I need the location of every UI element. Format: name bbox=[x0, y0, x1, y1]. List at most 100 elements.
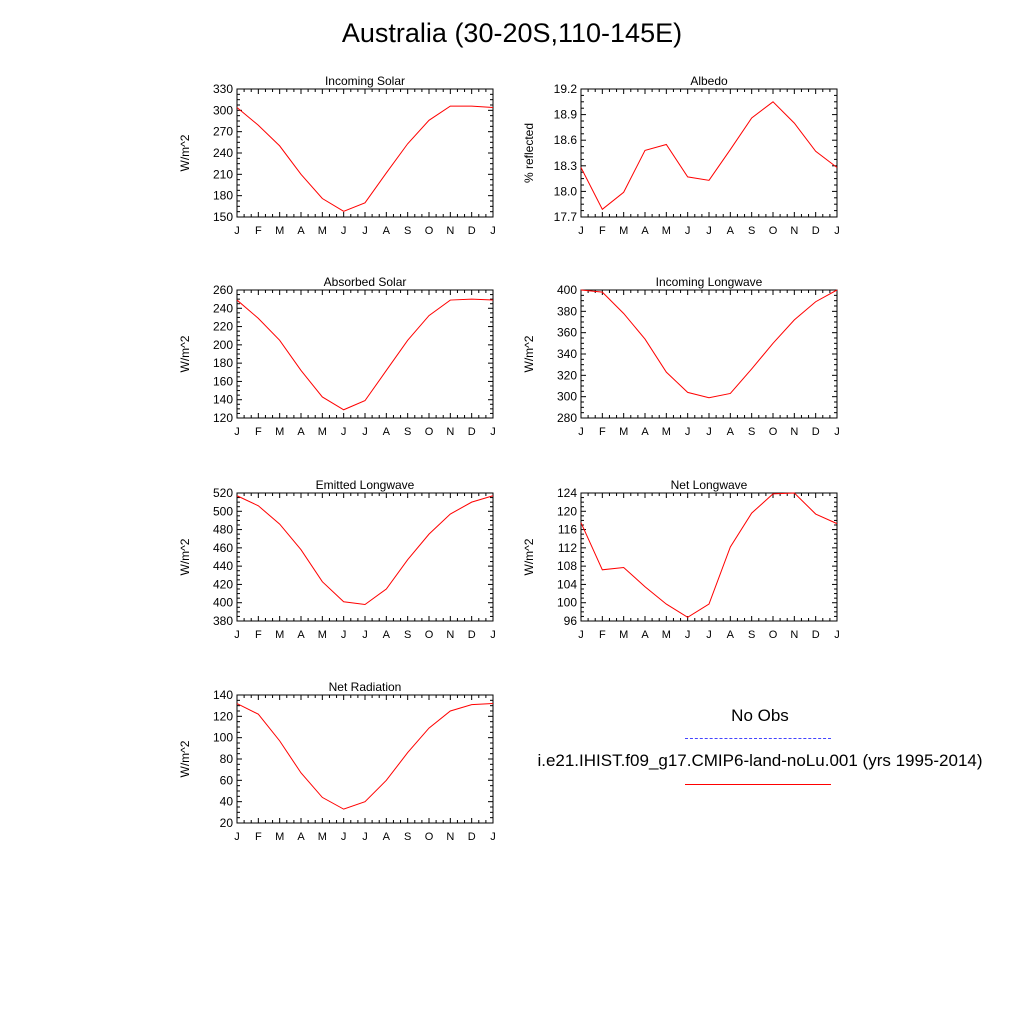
x-tick-label: A bbox=[727, 225, 735, 237]
y-tick-label: 420 bbox=[213, 577, 233, 591]
y-axis-label: W/m^2 bbox=[178, 740, 192, 777]
legend: No Obs i.e21.IHIST.f09_g17.CMIP6-land-no… bbox=[510, 700, 1010, 810]
x-tick-label: A bbox=[297, 426, 305, 438]
y-tick-label: 180 bbox=[213, 356, 233, 370]
y-tick-label: 240 bbox=[213, 146, 233, 160]
x-tick-label: S bbox=[404, 831, 411, 843]
y-tick-label: 340 bbox=[557, 347, 577, 361]
y-tick-label: 220 bbox=[213, 320, 233, 334]
y-tick-label: 80 bbox=[220, 752, 234, 766]
y-tick-label: 320 bbox=[557, 368, 577, 382]
x-tick-label: J bbox=[341, 831, 347, 843]
x-tick-label: J bbox=[685, 629, 691, 641]
x-tick-label: A bbox=[297, 629, 305, 641]
x-tick-label: N bbox=[446, 225, 454, 237]
x-tick-label: M bbox=[619, 225, 628, 237]
y-axis-label: % reflected bbox=[522, 123, 536, 183]
y-tick-label: 180 bbox=[213, 189, 233, 203]
y-tick-label: 460 bbox=[213, 541, 233, 555]
x-tick-label: J bbox=[706, 426, 712, 438]
y-tick-label: 380 bbox=[557, 304, 577, 318]
chart-title: Emitted Longwave bbox=[316, 478, 415, 492]
series-line bbox=[236, 298, 494, 411]
y-tick-label: 60 bbox=[220, 773, 234, 787]
x-tick-label: D bbox=[468, 225, 476, 237]
y-tick-label: 260 bbox=[213, 283, 233, 297]
x-tick-label: J bbox=[362, 426, 368, 438]
y-tick-label: 112 bbox=[558, 541, 577, 555]
x-tick-label: F bbox=[599, 629, 606, 641]
y-axis-label: W/m^2 bbox=[522, 538, 536, 575]
legend-label-obs: No Obs bbox=[731, 706, 789, 725]
x-tick-label: O bbox=[769, 629, 778, 641]
x-tick-label: O bbox=[425, 831, 434, 843]
x-tick-label: J bbox=[362, 225, 368, 237]
x-tick-label: J bbox=[341, 629, 347, 641]
y-tick-label: 500 bbox=[213, 504, 233, 518]
chart-title: Albedo bbox=[690, 74, 728, 88]
y-tick-label: 240 bbox=[213, 301, 233, 315]
x-tick-label: N bbox=[446, 831, 454, 843]
y-tick-label: 120 bbox=[557, 504, 577, 518]
y-tick-label: 520 bbox=[213, 486, 233, 500]
x-tick-label: J bbox=[234, 629, 240, 641]
x-tick-label: J bbox=[234, 426, 240, 438]
y-tick-label: 480 bbox=[213, 523, 233, 537]
series-line bbox=[236, 105, 494, 212]
x-tick-label: A bbox=[641, 426, 649, 438]
x-tick-label: A bbox=[383, 225, 391, 237]
y-axis-label: W/m^2 bbox=[522, 335, 536, 372]
x-tick-label: N bbox=[446, 629, 454, 641]
chart-title: Net Longwave bbox=[671, 478, 748, 492]
y-tick-label: 440 bbox=[213, 559, 233, 573]
chart-title: Net Radiation bbox=[329, 680, 402, 694]
x-tick-label: J bbox=[362, 629, 368, 641]
y-tick-label: 400 bbox=[213, 596, 233, 610]
x-tick-label: J bbox=[578, 225, 584, 237]
x-tick-label: S bbox=[404, 225, 411, 237]
y-tick-label: 100 bbox=[557, 596, 577, 610]
y-tick-label: 160 bbox=[213, 374, 233, 388]
y-tick-label: 108 bbox=[557, 559, 577, 573]
x-tick-label: A bbox=[383, 426, 391, 438]
x-tick-label: N bbox=[790, 225, 798, 237]
x-tick-label: D bbox=[468, 831, 476, 843]
series-line bbox=[580, 101, 838, 211]
x-tick-label: A bbox=[383, 831, 391, 843]
series-line bbox=[580, 492, 838, 618]
y-tick-label: 140 bbox=[213, 688, 233, 702]
x-tick-label: D bbox=[812, 629, 820, 641]
plot-frame bbox=[236, 694, 494, 824]
x-tick-label: J bbox=[578, 629, 584, 641]
x-tick-label: F bbox=[255, 831, 262, 843]
x-tick-label: M bbox=[662, 225, 671, 237]
y-tick-label: 18.3 bbox=[554, 159, 578, 173]
y-tick-label: 120 bbox=[213, 411, 233, 425]
y-tick-label: 18.0 bbox=[554, 184, 578, 198]
y-tick-label: 210 bbox=[213, 167, 233, 181]
chart-title: Incoming Solar bbox=[325, 74, 405, 88]
x-tick-label: A bbox=[297, 225, 305, 237]
x-tick-label: M bbox=[275, 225, 284, 237]
y-tick-label: 17.7 bbox=[554, 210, 578, 224]
x-tick-label: O bbox=[425, 629, 434, 641]
x-tick-label: J bbox=[341, 426, 347, 438]
x-tick-label: S bbox=[404, 426, 411, 438]
x-tick-label: J bbox=[341, 225, 347, 237]
page-title: Australia (30-20S,110-145E) bbox=[341, 18, 683, 48]
y-axis-label: W/m^2 bbox=[178, 134, 192, 171]
x-tick-label: N bbox=[790, 629, 798, 641]
y-tick-label: 150 bbox=[213, 210, 233, 224]
x-tick-label: J bbox=[234, 831, 240, 843]
x-tick-label: J bbox=[490, 225, 496, 237]
x-tick-label: J bbox=[834, 629, 840, 641]
y-tick-label: 120 bbox=[213, 709, 233, 723]
x-tick-label: A bbox=[297, 831, 305, 843]
y-tick-label: 140 bbox=[213, 393, 233, 407]
x-tick-label: S bbox=[748, 426, 755, 438]
x-tick-label: D bbox=[468, 629, 476, 641]
